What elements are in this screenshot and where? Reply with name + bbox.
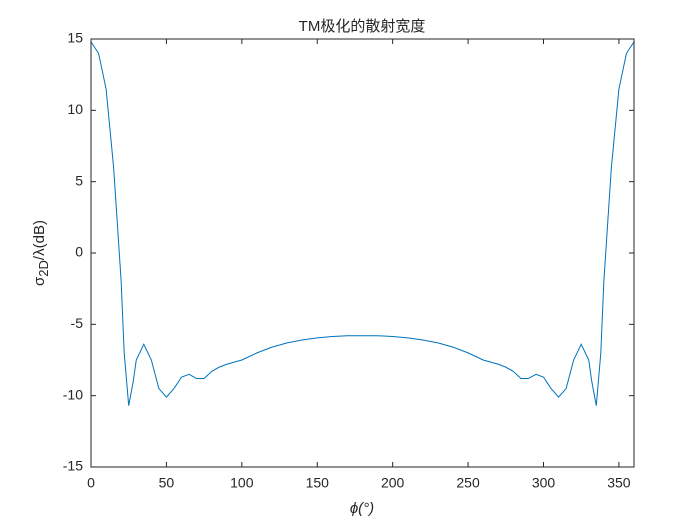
y-label-symbol: σ — [31, 276, 48, 286]
x-tick-label: 0 — [87, 475, 95, 491]
x-tick-label: 50 — [159, 475, 175, 491]
y-axis-label: σ2D/λ(dB) — [31, 220, 51, 286]
x-tick-label: 250 — [456, 475, 480, 491]
x-tick-label: 200 — [381, 475, 405, 491]
y-label-rest: /λ(dB) — [31, 220, 48, 260]
x-tick-label: 350 — [607, 475, 631, 491]
x-axis-label: ϕ(°) — [350, 500, 374, 517]
y-tick-label: -15 — [63, 458, 83, 474]
y-tick-label: 0 — [75, 244, 83, 260]
y-tick-label: -5 — [71, 315, 84, 331]
y-label-subscript: 2D — [36, 260, 51, 277]
x-tick-label: 150 — [306, 475, 330, 491]
x-tick-label: 300 — [532, 475, 556, 491]
x-tick-label: 100 — [230, 475, 254, 491]
y-tick-label: 15 — [67, 30, 83, 46]
chart-title: TM极化的散射宽度 — [299, 18, 426, 35]
data-line — [90, 41, 635, 406]
y-tick-label: 5 — [75, 172, 83, 188]
axes-box — [90, 38, 635, 468]
y-tick-label: 10 — [67, 101, 83, 117]
y-tick-label: -10 — [63, 386, 83, 402]
